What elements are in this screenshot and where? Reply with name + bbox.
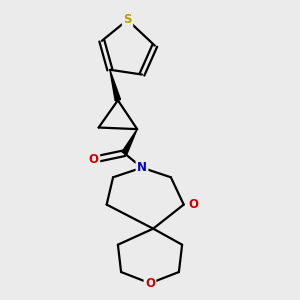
Polygon shape [110,70,121,101]
Text: N: N [137,161,147,174]
Text: O: O [188,198,198,211]
Polygon shape [122,129,137,154]
Text: S: S [123,14,132,26]
Text: O: O [89,153,99,166]
Text: O: O [145,277,155,290]
